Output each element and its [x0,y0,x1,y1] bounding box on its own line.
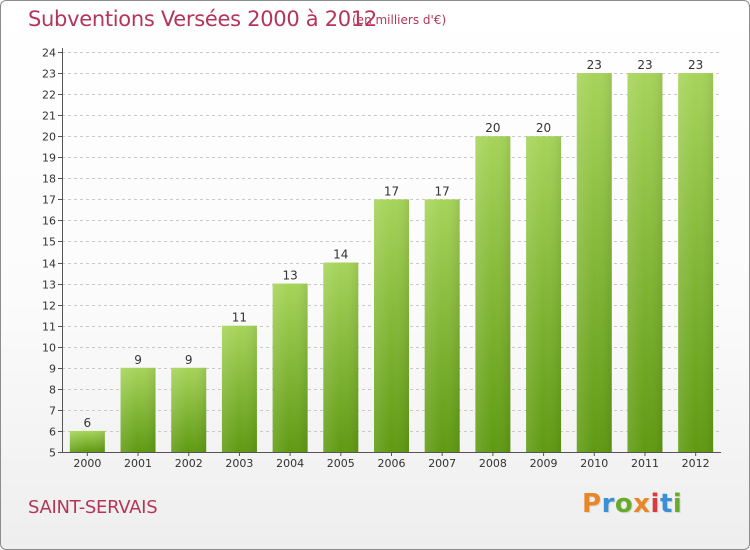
y-tick-label: 21 [42,110,56,123]
x-tick-label: 2005 [327,457,355,470]
x-tick-label: 2000 [73,457,101,470]
bar-shading [374,199,409,452]
logo-letter: i [672,489,683,519]
x-tick-label: 2011 [631,457,659,470]
x-tick-label: 2004 [276,457,304,470]
bar-shading [526,136,562,453]
bar-shading [171,367,207,452]
logo-letter: P [582,489,602,519]
y-tick-label: 10 [42,342,56,355]
bars: 6 9 9 11 13 14 17 17 20 20 23 23 23 [69,58,714,453]
y-tick-label: 18 [42,173,56,186]
y-tick-label: 17 [42,194,56,207]
bar-group: 9 [120,353,156,452]
logo-letter: o [614,489,634,519]
data-label: 17 [435,184,450,198]
y-tick-label: 24 [42,47,56,60]
logo-letter: t [659,489,673,519]
x-tick-label: 2008 [479,457,507,470]
logo-letter: x [633,489,651,519]
y-tick-label: 6 [49,426,56,439]
axes: 5 6 7 8 9 10 11 12 13 14 15 16 17 18 19 20 21 22 23 24 2000 2… [42,47,721,470]
x-tick-label: 2009 [530,457,558,470]
bar-group: 13 [272,269,308,452]
chart-unit-label: (en milliers d'€) [352,13,447,27]
bar-group: 20 [526,121,562,453]
bar-group: 6 [69,416,105,452]
y-tick-label: 22 [42,89,56,102]
chart-title: Subventions Versées 2000 à 2012 [28,7,377,31]
x-tick-label: 2010 [580,457,608,470]
x-tick-label: 2003 [225,457,253,470]
logo-letter: r [601,489,615,519]
data-label: 23 [688,58,703,72]
y-tick-label: 13 [42,279,56,292]
bar-shading [221,325,257,452]
y-tick-label: 20 [42,131,56,144]
bar-group: 23 [627,58,663,452]
bar-group: 23 [576,58,612,452]
y-tick-label: 14 [42,258,56,271]
bar-shading [424,199,460,452]
y-tick-label: 11 [42,321,56,334]
x-tick-label: 2001 [124,457,152,470]
data-label: 9 [134,353,142,367]
bar-shading [323,262,359,452]
x-tick-label: 2006 [378,457,406,470]
bar-shading [120,367,156,452]
data-label: 20 [536,121,551,135]
data-label: 9 [185,353,193,367]
bar-group: 11 [221,311,257,452]
data-label: 14 [333,248,348,262]
data-label: 11 [232,311,247,325]
bar-group: 23 [678,58,714,452]
y-tick-label: 16 [42,215,56,228]
bar-shading [272,283,308,452]
y-tick-label: 8 [49,384,56,397]
data-label: 20 [485,121,500,135]
bar-shading [69,430,105,452]
data-label: 17 [384,184,399,198]
logo-letter: i [650,489,660,519]
data-label: 13 [282,269,297,283]
bar-shading [475,136,511,453]
bar-group: 14 [323,248,359,452]
bar-group: 20 [475,121,511,453]
proxiti-logo: Proxiti [582,489,682,519]
y-tick-label: 9 [49,363,56,376]
y-tick-label: 7 [49,405,56,418]
bar-shading [627,73,663,452]
y-tick-label: 15 [42,236,56,249]
bar-shading [576,73,612,452]
y-tick-label: 5 [49,447,56,460]
data-label: 23 [587,58,602,72]
x-tick-label: 2007 [428,457,456,470]
bar-group: 9 [171,353,207,452]
y-tick-label: 23 [42,68,56,81]
bar-group: 17 [424,184,460,452]
commune-name: SAINT-SERVAIS [28,497,158,518]
data-label: 23 [637,58,652,72]
y-tick-label: 12 [42,300,56,313]
x-tick-label: 2002 [175,457,203,470]
y-tick-label: 19 [42,152,56,165]
bar-group: 17 [374,184,409,452]
bar-shading [678,73,714,452]
data-label: 6 [84,416,92,430]
x-tick-label: 2012 [682,457,710,470]
